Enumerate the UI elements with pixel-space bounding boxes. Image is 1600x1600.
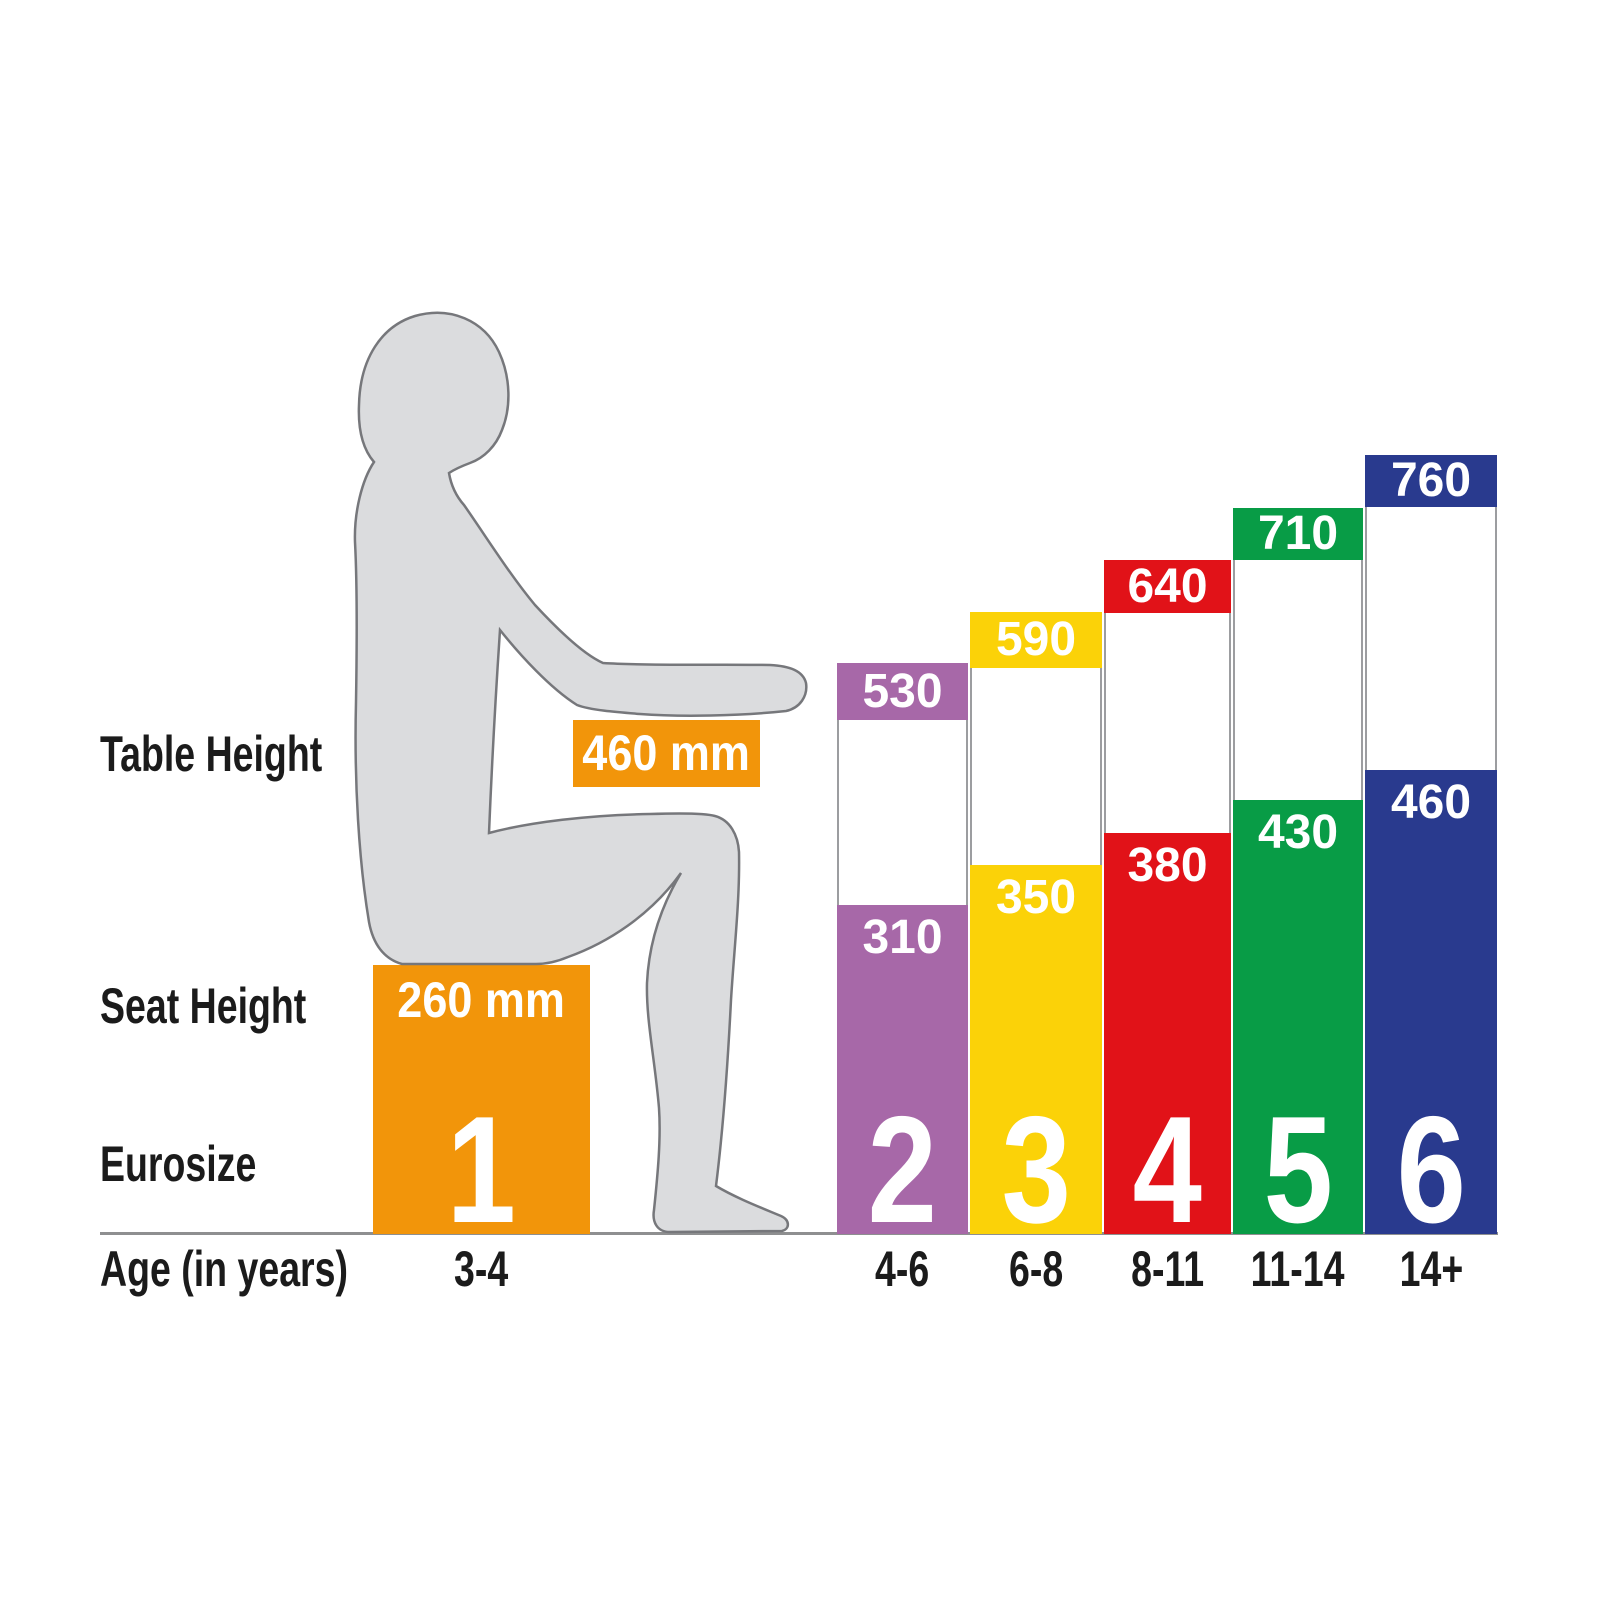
seated-child-silhouette-icon <box>353 311 808 1234</box>
age-label-size4: 8-11 <box>1130 1241 1204 1297</box>
eurosize-number-6: 6 <box>1396 1085 1466 1255</box>
seat-height-section: 310 2 <box>837 905 968 1246</box>
label-eurosize: Eurosize <box>100 1136 257 1192</box>
label-table-height: Table Height <box>100 726 323 782</box>
ground-line <box>100 1232 1498 1235</box>
seat-height-value-size1: 260 mm <box>397 972 566 1028</box>
eurosize-number-1: 1 <box>446 1085 517 1255</box>
column-gap-section <box>1104 613 1231 833</box>
eurosize-number-2: 2 <box>867 1085 938 1255</box>
column-gap-section <box>1365 507 1497 770</box>
eurosize-number-3: 3 <box>1001 1085 1071 1255</box>
silhouette-path <box>353 311 808 1234</box>
table-height-band: 760 <box>1365 455 1497 507</box>
eurosize-number-4: 4 <box>1132 1085 1203 1255</box>
column-gap-section <box>970 668 1102 865</box>
age-label-size5: 11-14 <box>1251 1241 1345 1297</box>
age-label-size2: 4-6 <box>875 1241 930 1297</box>
column-gap-section <box>1233 560 1363 800</box>
age-label-size1: 3-4 <box>454 1241 509 1297</box>
size-column-2: 530 310 2 <box>837 663 968 1246</box>
seat-height-section: 380 4 <box>1104 833 1231 1246</box>
label-age: Age (in years) <box>100 1241 349 1297</box>
seat-column-size1: 260 mm 1 <box>373 965 590 1246</box>
column-gap-section <box>837 720 968 905</box>
table-height-box-size1: 460 mm <box>573 720 760 787</box>
seat-height-section: 350 3 <box>970 865 1102 1246</box>
table-height-band: 530 <box>837 663 968 720</box>
size-column-5: 710 430 5 <box>1233 508 1363 1246</box>
table-height-value-size1: 460 mm <box>582 725 751 781</box>
label-seat-height: Seat Height <box>100 978 307 1034</box>
seat-height-section: 460 6 <box>1365 770 1497 1246</box>
seat-height-value: 380 <box>1127 839 1208 892</box>
size-column-6: 760 460 6 <box>1365 455 1497 1246</box>
seat-height-section: 430 5 <box>1233 800 1363 1246</box>
table-height-band: 590 <box>970 612 1102 668</box>
size-column-3: 590 350 3 <box>970 612 1102 1246</box>
seat-height-value: 350 <box>995 871 1077 924</box>
age-label-size6: 14+ <box>1399 1241 1463 1297</box>
table-height-band: 710 <box>1233 508 1363 560</box>
age-label-size3: 6-8 <box>1008 1241 1064 1297</box>
eurosize-number-5: 5 <box>1263 1085 1333 1255</box>
seat-height-value: 460 <box>1390 776 1472 829</box>
size-column-4: 640 380 4 <box>1104 560 1231 1246</box>
seat-height-value: 310 <box>862 911 943 964</box>
table-height-band: 640 <box>1104 560 1231 613</box>
seat-height-value: 430 <box>1257 806 1339 859</box>
